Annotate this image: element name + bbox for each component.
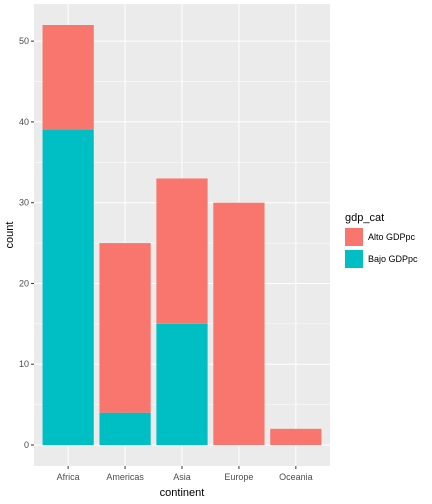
- bar-asia-bajo-gdppc: [156, 323, 208, 445]
- x-tick-label: Oceania: [279, 472, 313, 482]
- bars: [42, 25, 322, 445]
- legend-key: [345, 250, 363, 268]
- y-tick-label: 20: [19, 278, 29, 288]
- bar-europe-alto-gdppc: [213, 202, 265, 445]
- bar-americas-bajo-gdppc: [99, 412, 151, 445]
- y-axis: 0 10 20 30 40 50: [19, 36, 34, 450]
- y-axis-title: count: [4, 222, 16, 249]
- x-tick-label: Asia: [173, 472, 191, 482]
- legend-key: [345, 228, 363, 246]
- legend: gdp_cat Alto GDPpc Bajo GDPpc: [345, 212, 418, 268]
- x-tick-label: Africa: [57, 472, 80, 482]
- legend-entry-label: Alto GDPpc: [368, 232, 416, 242]
- bar-americas-alto-gdppc: [99, 243, 151, 413]
- bar-asia-alto-gdppc: [156, 178, 208, 324]
- bar-oceania-alto-gdppc: [270, 428, 322, 445]
- y-tick-label: 0: [24, 440, 29, 450]
- x-tick-label: Americas: [106, 472, 144, 482]
- x-axis: Africa Americas Asia Europe Oceania: [57, 466, 313, 482]
- legend-entry-label: Bajo GDPpc: [368, 254, 418, 264]
- y-tick-label: 10: [19, 359, 29, 369]
- legend-title: gdp_cat: [345, 212, 384, 224]
- bar-africa-bajo-gdppc: [42, 130, 94, 445]
- y-tick-label: 40: [19, 117, 29, 127]
- bar-africa-alto-gdppc: [42, 25, 94, 130]
- x-tick-label: Europe: [224, 472, 253, 482]
- x-axis-title: continent: [160, 487, 205, 499]
- y-tick-label: 50: [19, 36, 29, 46]
- y-tick-label: 30: [19, 198, 29, 208]
